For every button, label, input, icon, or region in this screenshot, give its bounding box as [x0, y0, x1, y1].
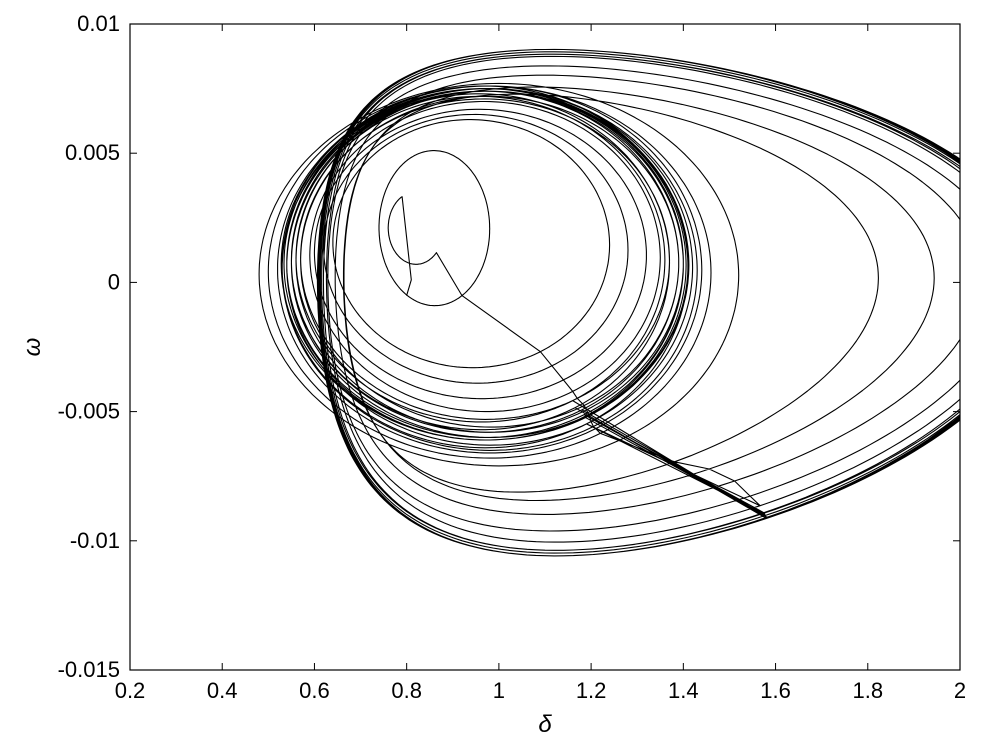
- y-tick-label: -0.01: [70, 528, 120, 553]
- x-tick-label: 1.6: [760, 678, 791, 703]
- x-tick-label: 1.4: [668, 678, 699, 703]
- y-tick-label: 0: [108, 269, 120, 294]
- x-tick-label: 0.8: [391, 678, 422, 703]
- plot-svg: 0.20.40.60.811.21.41.61.82-0.015-0.01-0.…: [0, 0, 1000, 754]
- y-tick-label: -0.015: [58, 657, 120, 682]
- x-axis-label: δ: [538, 711, 552, 738]
- x-tick-label: 0.4: [207, 678, 238, 703]
- x-tick-label: 0.6: [299, 678, 330, 703]
- x-tick-label: 1.8: [852, 678, 883, 703]
- y-tick-label: 0.005: [65, 140, 120, 165]
- y-axis-label: ω: [19, 338, 46, 357]
- y-tick-label: 0.01: [77, 11, 120, 36]
- x-tick-label: 1: [493, 678, 505, 703]
- y-tick-label: -0.005: [58, 399, 120, 424]
- x-tick-label: 2: [954, 678, 966, 703]
- phase-portrait-chart: 0.20.40.60.811.21.41.61.82-0.015-0.01-0.…: [0, 0, 1000, 754]
- x-tick-label: 1.2: [576, 678, 607, 703]
